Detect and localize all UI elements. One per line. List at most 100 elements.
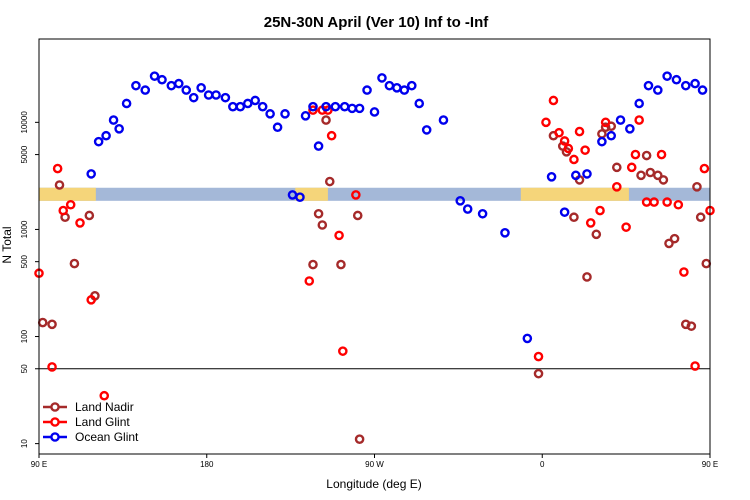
data-point (455, 196, 466, 206)
data-point (377, 73, 387, 83)
data-point (54, 180, 65, 190)
y-tick-label: 50 (20, 364, 29, 373)
data-point (641, 150, 652, 161)
data-point (47, 319, 57, 330)
y-tick-label: 5000 (20, 145, 29, 163)
data-point (99, 390, 110, 401)
data-point (600, 117, 611, 128)
data-point (522, 333, 533, 344)
data-point (362, 85, 372, 95)
data-point (188, 92, 199, 103)
data-point (636, 170, 646, 181)
data-point (75, 218, 85, 228)
data-point (250, 95, 261, 106)
data-point (324, 176, 335, 187)
data-point (571, 170, 581, 181)
y-tick-label: 10000 (20, 111, 29, 134)
x-tick-label: 90 E (702, 460, 718, 469)
data-point (595, 205, 605, 216)
y-tick-label: 500 (20, 254, 29, 268)
data-point (574, 126, 585, 137)
data-point (641, 197, 652, 207)
legend-marker (50, 432, 60, 442)
band-land-segment (39, 187, 96, 201)
legend-marker (50, 417, 60, 427)
data-point (336, 259, 346, 270)
legend-label: Land Nadir (75, 400, 134, 414)
data-point (477, 208, 488, 219)
data-point (600, 122, 611, 133)
y-tick-label: 10 (20, 439, 29, 448)
data-point (582, 169, 592, 179)
data-point (338, 346, 348, 356)
data-point (569, 154, 579, 165)
x-tick-label: 90 W (365, 460, 384, 469)
data-point (690, 361, 700, 371)
legend-marker (50, 402, 60, 412)
data-point (673, 199, 684, 210)
series-ocean-glint (86, 71, 708, 344)
data-point (181, 85, 192, 95)
data-point (157, 74, 167, 85)
data-point (656, 149, 667, 160)
data-point (354, 103, 365, 114)
data-point (563, 143, 574, 154)
y-tick-label: 100 (20, 329, 29, 343)
data-point (548, 95, 559, 106)
x-tick-label: 0 (540, 460, 545, 469)
data-point (313, 141, 324, 151)
data-point (669, 233, 680, 244)
data-point (591, 229, 602, 240)
data-point (634, 115, 644, 125)
band-land-segment (520, 187, 629, 201)
plot-frame (38, 38, 711, 455)
data-point (352, 210, 363, 221)
data-point (625, 124, 635, 134)
data-point (421, 125, 432, 135)
data-point (692, 182, 702, 192)
data-point (701, 258, 712, 269)
data-point (541, 117, 551, 128)
data-point (58, 205, 69, 216)
data-point (626, 162, 637, 173)
series-land-nadir (37, 115, 712, 444)
data-point (406, 80, 417, 91)
data-point (690, 78, 700, 89)
data-point (321, 115, 331, 125)
data-point (196, 83, 206, 93)
data-point (166, 80, 177, 91)
data-point (634, 98, 644, 109)
data-point (699, 163, 710, 174)
data-point (630, 149, 641, 160)
data-point (671, 74, 682, 85)
data-point (334, 230, 344, 241)
data-point (330, 101, 341, 112)
chart-title: 25N-30N April (Ver 10) Inf to -Inf (264, 14, 489, 31)
data-point (265, 109, 275, 119)
data-point (649, 197, 659, 207)
data-point (101, 130, 111, 141)
data-point (606, 130, 617, 141)
data-point (308, 105, 318, 115)
y-axis: 10 50 100 500 1000 5000 10000 (20, 111, 39, 448)
legend-item: Land Nadir (43, 400, 134, 414)
data-point (211, 90, 221, 100)
data-point (645, 167, 656, 178)
data-point (695, 212, 706, 223)
data-point (392, 83, 402, 93)
data-point (317, 220, 328, 230)
data-point (559, 207, 570, 217)
data-point (399, 85, 410, 95)
legend-item: Land Glint (43, 415, 130, 429)
data-point (220, 92, 231, 103)
data-point (86, 169, 96, 179)
data-point (339, 101, 350, 112)
legend-label: Ocean Glint (75, 430, 139, 444)
data-point (65, 199, 76, 210)
data-point (304, 276, 315, 286)
data-point (585, 218, 596, 228)
data-point (554, 127, 564, 138)
data-point (300, 111, 311, 121)
data-point (131, 80, 141, 91)
